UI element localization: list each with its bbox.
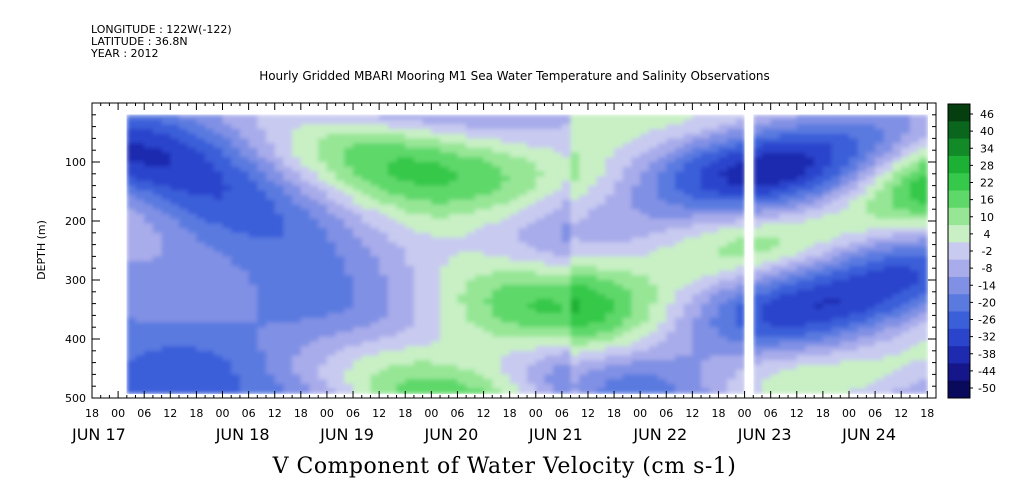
latitude-label: LATITUDE : 36.8N: [91, 35, 188, 48]
colorbar-swatch: [948, 259, 970, 278]
year-label: YEAR : 2012: [91, 47, 159, 60]
x-hour-label: 18: [189, 407, 203, 420]
colorbar-label: -20: [978, 296, 996, 309]
x-hour-label: 18: [607, 407, 621, 420]
y-axis-label: DEPTH (m): [35, 220, 48, 280]
y-tick-label: 500: [65, 392, 86, 405]
colorbar-label: -38: [978, 348, 996, 361]
x-hour-label: 12: [790, 407, 804, 420]
colorbar-swatch: [948, 276, 970, 295]
colorbar-swatch: [948, 242, 970, 261]
colorbar-label: -14: [978, 279, 996, 292]
colorbar-label: -8: [982, 262, 993, 275]
x-day-label: JUN 21: [528, 425, 583, 444]
colorbar-label: 46: [980, 108, 994, 121]
x-hour-label: 12: [894, 407, 908, 420]
colorbar-swatch: [948, 380, 970, 399]
colorbar-swatch: [948, 363, 970, 382]
x-hour-label: 18: [816, 407, 830, 420]
colorbar: 46 40 34 28 22 16 10 4 -2 -8 -14 -20 -26 -32 -38 -44 -50: [947, 103, 996, 399]
x-hour-label: 12: [685, 407, 699, 420]
colorbar-swatch: [948, 173, 970, 191]
colorbar-label: 10: [980, 211, 994, 224]
chart-title: Hourly Gridded MBARI Mooring M1 Sea Wate…: [259, 69, 770, 83]
x-hour-label: 00: [529, 407, 543, 420]
x-hour-label: 18: [398, 407, 412, 420]
velocity-contour-chart: 18 00 06 12 18 00 06 12 18 00 06 12 18 00 06 12 18 00 06 12…: [35, 102, 996, 444]
colorbar-swatch: [948, 104, 970, 122]
x-day-label: JUN 22: [632, 425, 687, 444]
x-hour-label: 12: [581, 407, 595, 420]
colorbar-label: 34: [980, 142, 994, 155]
colorbar-label: -44: [978, 365, 996, 378]
x-hour-label: 12: [477, 407, 491, 420]
y-tick-label: 100: [65, 156, 86, 169]
x-day-label: JUN 24: [841, 425, 896, 444]
x-hour-label: 18: [711, 407, 725, 420]
x-hour-label: 00: [842, 407, 856, 420]
x-hour-label: 00: [633, 407, 647, 420]
colorbar-swatch: [948, 121, 970, 140]
x-day-label: JUN 19: [319, 425, 374, 444]
x-day-label: JUN 17: [71, 425, 126, 444]
y-tick-label: 400: [65, 333, 86, 346]
data-gap: [744, 103, 754, 398]
x-hour-label: 00: [111, 407, 125, 420]
x-hour-label: 06: [659, 407, 673, 420]
colorbar-label: 22: [980, 177, 994, 190]
axes: 18 00 06 12 18 00 06 12 18 00 06 12 18 00 06 12 18 00 06 12…: [35, 102, 937, 444]
colorbar-label: -50: [978, 382, 996, 395]
colorbar-swatch: [948, 190, 970, 209]
x-day-label: JUN 18: [215, 425, 270, 444]
x-hour-label: 06: [242, 407, 256, 420]
x-hour-label: 06: [346, 407, 360, 420]
x-hour-label: 00: [424, 407, 438, 420]
colorbar-label: 28: [980, 159, 994, 172]
longitude-label: LONGITUDE : 122W(-122): [91, 23, 232, 36]
x-hour-label: 12: [372, 407, 386, 420]
metadata-block: LONGITUDE : 122W(-122) LATITUDE : 36.8N …: [91, 24, 232, 60]
colorbar-label: -2: [982, 245, 993, 258]
x-hour-label: 12: [268, 407, 282, 420]
contour-field: [126, 103, 928, 398]
colorbar-label: -26: [978, 314, 996, 327]
colorbar-label: 4: [984, 228, 991, 241]
y-tick-label: 200: [65, 215, 86, 228]
x-hour-label: 00: [738, 407, 752, 420]
x-hour-label: 18: [294, 407, 308, 420]
plot-frame: [91, 102, 937, 399]
x-day-label: JUN 23: [737, 425, 792, 444]
x-hour-label: 06: [450, 407, 464, 420]
colorbar-swatch: [948, 207, 970, 226]
x-hour-label: 12: [163, 407, 177, 420]
colorbar-swatch: [948, 346, 970, 364]
colorbar-swatch: [948, 155, 970, 174]
colorbar-label: 40: [980, 125, 994, 138]
x-hour-label: 06: [868, 407, 882, 420]
x-day-label: JUN 20: [424, 425, 479, 444]
colorbar-swatch: [948, 138, 970, 157]
colorbar-swatch: [948, 328, 970, 347]
x-hour-label: 00: [216, 407, 230, 420]
x-hour-label: 18: [503, 407, 517, 420]
x-hour-label: 18: [85, 407, 99, 420]
colorbar-label: -32: [978, 331, 996, 344]
colorbar-label: 16: [980, 194, 994, 207]
x-hour-label: 06: [555, 407, 569, 420]
x-hour-label: 06: [764, 407, 778, 420]
colorbar-swatch: [948, 294, 970, 313]
x-hour-label: 06: [137, 407, 151, 420]
x-hour-label: 18: [920, 407, 934, 420]
colorbar-swatch: [948, 225, 970, 243]
colorbar-swatch: [948, 311, 970, 330]
y-tick-label: 300: [65, 274, 86, 287]
x-axis-label: V Component of Water Velocity (cm s-1): [272, 454, 737, 479]
x-hour-label: 00: [320, 407, 334, 420]
